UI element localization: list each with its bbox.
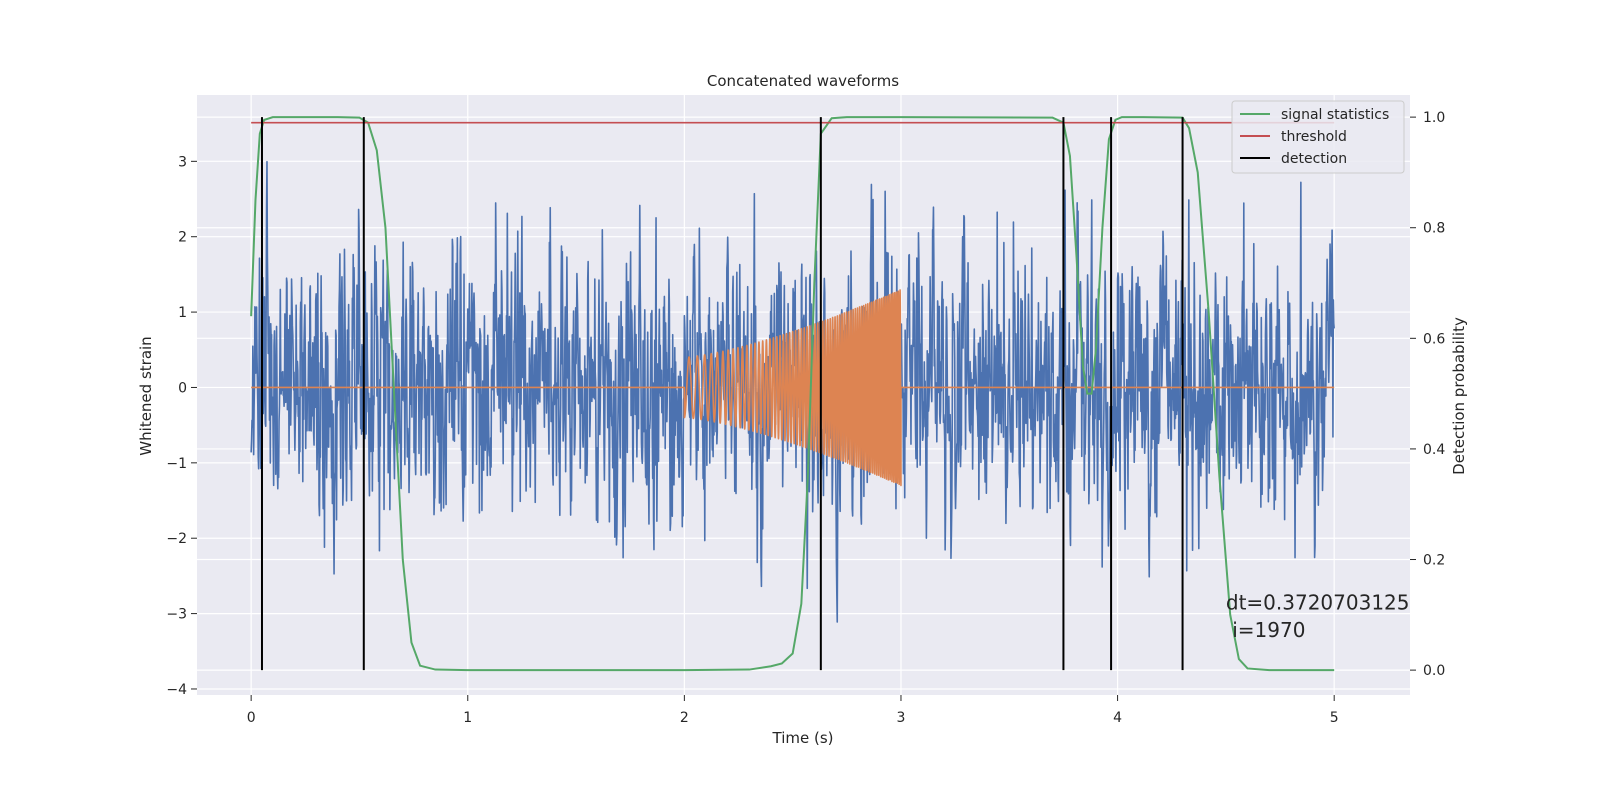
yl-tick-label-6: 2 bbox=[178, 230, 187, 246]
legend: signal statistics threshold detection bbox=[1231, 100, 1405, 174]
legend-box bbox=[1231, 100, 1405, 174]
chirp-series-line bbox=[251, 289, 1335, 487]
right-axis-ticks: 0.0 0.2 0.4 0.6 0.8 1.0 bbox=[1410, 110, 1445, 679]
right-axis-label: Detection probability bbox=[1450, 317, 1468, 475]
annotation-dt: dt=0.3720703125 bbox=[1226, 590, 1410, 614]
grid-lines bbox=[197, 95, 1410, 695]
x-tick-label-4: 4 bbox=[1113, 710, 1122, 726]
yr-tick-label-5: 1.0 bbox=[1423, 110, 1445, 126]
x-axis-label: Time (s) bbox=[772, 729, 834, 747]
yl-tick-label-4: 0 bbox=[178, 380, 187, 396]
annotation-index: i=1970 bbox=[1226, 618, 1306, 642]
x-tick-label-2: 2 bbox=[680, 710, 689, 726]
x-tick-label-5: 5 bbox=[1330, 710, 1339, 726]
yl-tick-label-2: −2 bbox=[166, 531, 187, 547]
yr-tick-label-4: 0.8 bbox=[1423, 221, 1445, 237]
left-axis-ticks: −4 −3 −2 −1 0 1 2 3 bbox=[166, 154, 197, 698]
left-axis-label: Whitened strain bbox=[137, 336, 155, 455]
yl-tick-label-1: −3 bbox=[166, 607, 187, 623]
detection-series bbox=[260, 117, 1184, 671]
x-axis-ticks: 0 1 2 3 4 5 bbox=[247, 695, 1339, 726]
yl-tick-label-0: −4 bbox=[166, 682, 187, 698]
legend-label-threshold: threshold bbox=[1281, 129, 1347, 145]
x-tick-label-3: 3 bbox=[897, 710, 906, 726]
x-tick-label-0: 0 bbox=[247, 710, 256, 726]
yr-tick-label-2: 0.4 bbox=[1423, 442, 1445, 458]
yl-tick-label-5: 1 bbox=[178, 305, 187, 321]
legend-label-detection: detection bbox=[1281, 151, 1347, 167]
yl-tick-label-3: −1 bbox=[166, 456, 187, 472]
yr-tick-label-1: 0.2 bbox=[1423, 553, 1445, 569]
chart-title: Concatenated waveforms bbox=[707, 72, 899, 90]
x-tick-label-1: 1 bbox=[463, 710, 472, 726]
legend-label-signal-statistics: signal statistics bbox=[1281, 107, 1389, 123]
chirp-series bbox=[251, 289, 1335, 487]
yr-tick-label-3: 0.6 bbox=[1423, 331, 1445, 347]
yr-tick-label-0: 0.0 bbox=[1423, 663, 1445, 679]
yl-tick-label-7: 3 bbox=[178, 154, 187, 170]
annotations: dt=0.3720703125 i=1970 bbox=[1226, 590, 1410, 642]
